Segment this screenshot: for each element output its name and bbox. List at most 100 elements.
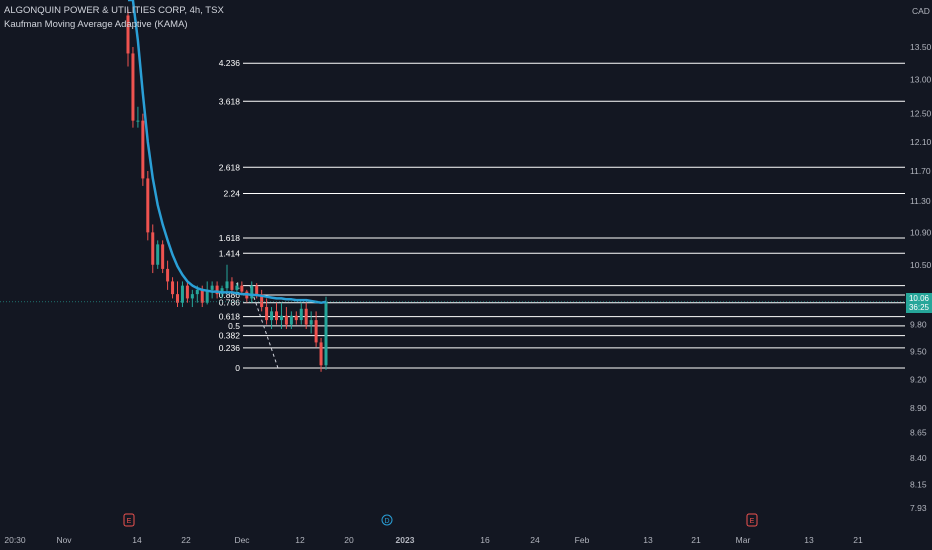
fibonacci-trend-line — [249, 285, 279, 369]
candle — [289, 311, 293, 329]
candle-body — [176, 294, 179, 303]
candle-body — [284, 315, 288, 325]
fib-level-label: 2.24 — [223, 189, 240, 199]
candle — [314, 311, 318, 347]
candlestick-series[interactable] — [126, 9, 328, 372]
y-tick-label: 9.80 — [910, 320, 927, 330]
candle — [324, 296, 328, 370]
fib-level-label: 0.5 — [228, 321, 240, 331]
candle — [265, 298, 269, 325]
candle-body — [215, 285, 219, 295]
x-tick-label: Feb — [575, 535, 590, 545]
candle-body — [235, 285, 239, 290]
earnings-marker[interactable]: E — [123, 513, 135, 527]
candle — [294, 311, 298, 325]
candle-body — [126, 15, 130, 54]
candle-body — [151, 232, 155, 265]
x-tick-label: 16 — [480, 535, 490, 545]
candle — [309, 311, 313, 334]
x-tick-label: Nov — [56, 535, 72, 545]
x-tick-label: Mar — [736, 535, 751, 545]
fib-level-label: 2.618 — [219, 162, 241, 172]
candle-body — [136, 120, 140, 122]
candle — [185, 281, 189, 303]
candle-body — [210, 285, 214, 290]
candle — [275, 302, 278, 325]
y-tick-label: 11.70 — [910, 166, 931, 176]
x-tick-label: Dec — [234, 535, 250, 545]
fib-level-label: 1.414 — [219, 248, 241, 258]
x-tick-label: 20:30 — [4, 535, 26, 545]
x-tick-label: 24 — [530, 535, 540, 545]
candle — [270, 307, 274, 329]
kama-line — [128, 0, 327, 304]
fib-level-label: 0.236 — [219, 343, 241, 353]
symbol-title[interactable]: ALGONQUIN POWER & UTILITIES CORP, 4h, TS… — [4, 5, 224, 16]
y-tick-label: 12.10 — [910, 137, 932, 147]
earnings-icon — [123, 513, 135, 527]
candle-body — [270, 311, 274, 321]
candle-body — [309, 320, 313, 325]
y-tick-label: 13.00 — [910, 75, 932, 85]
time-axis[interactable]: 20:30 Nov 14 22 Dec 12 20 2023 16 24 Feb 13 21 Mar 13 2… — [4, 535, 863, 545]
candle-body — [265, 307, 269, 321]
y-tick-label: 11.30 — [910, 196, 931, 206]
fib-level-label: 0.886 — [219, 290, 241, 300]
earnings-marker[interactable]: E — [746, 513, 758, 527]
candle-body — [294, 315, 298, 321]
candle — [180, 281, 184, 308]
candle — [319, 337, 323, 372]
earnings-icon — [746, 513, 758, 527]
fibonacci-extension[interactable]: 4.2363.6182.6182.241.6181.41410.8860.786… — [219, 58, 905, 373]
candle — [225, 264, 229, 292]
x-tick-label: 13 — [804, 535, 814, 545]
dividend-marker[interactable]: D — [381, 514, 393, 526]
kama-series[interactable] — [0, 0, 905, 304]
last-price-tag: 10.06 36:25 — [906, 292, 932, 313]
candle — [146, 170, 150, 241]
candle — [171, 277, 175, 299]
y-tick-label: 10.90 — [910, 227, 932, 237]
candle — [210, 281, 214, 299]
candle-body — [200, 289, 204, 303]
fib-level-label: 0.382 — [219, 331, 241, 341]
dividend-icon — [381, 514, 393, 526]
candle-body — [161, 244, 165, 269]
fib-level-label: 4.236 — [219, 58, 241, 68]
candle-body — [171, 281, 175, 295]
indicator-title[interactable]: Kaufman Moving Average Adaptive (KAMA) — [4, 19, 188, 30]
x-tick-label: 20 — [344, 535, 354, 545]
fib-level-label: 0.786 — [219, 298, 241, 308]
fib-level-label: 1.618 — [219, 233, 241, 243]
candle-body — [289, 315, 293, 325]
candle-body — [166, 268, 170, 282]
candle — [166, 260, 170, 290]
event-marker-label: E — [127, 518, 132, 525]
x-tick-label: 14 — [132, 535, 142, 545]
candle-body — [250, 285, 254, 299]
candle — [136, 106, 140, 128]
candle-body — [255, 285, 259, 295]
x-tick-label: 21 — [853, 535, 863, 545]
bar-countdown: 36:25 — [908, 302, 930, 312]
candle-body — [324, 301, 328, 366]
currency-label[interactable]: CAD — [912, 6, 930, 16]
x-tick-label: 12 — [295, 535, 305, 545]
y-tick-label: 13.50 — [910, 42, 932, 52]
x-tick-label: 21 — [691, 535, 701, 545]
chart-legend: ALGONQUIN POWER & UTILITIES CORP, 4h, TS… — [4, 4, 224, 32]
y-tick-label: 10.50 — [910, 260, 932, 270]
candle — [215, 281, 219, 299]
candle-body — [131, 53, 135, 121]
candle — [299, 302, 303, 325]
candle-body — [156, 244, 160, 265]
candle — [151, 224, 155, 274]
last-price: 10.06 — [908, 293, 930, 303]
fib-level-label: 3.618 — [219, 96, 241, 106]
candle-body — [141, 120, 145, 179]
fib-level-label: 0 — [235, 363, 240, 373]
candle-body — [230, 281, 234, 290]
